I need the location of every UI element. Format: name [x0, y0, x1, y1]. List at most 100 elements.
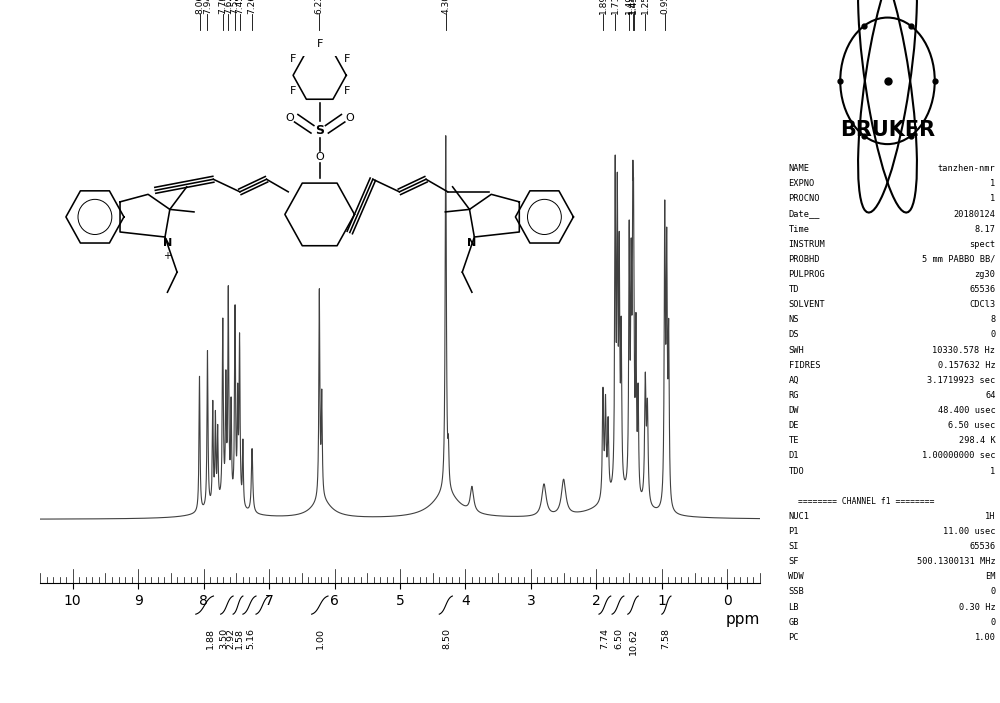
Text: 5.16: 5.16: [246, 628, 255, 650]
Text: 7.74: 7.74: [600, 628, 609, 650]
Text: D1: D1: [788, 451, 799, 460]
Text: 8.50: 8.50: [442, 628, 451, 650]
Text: spect: spect: [969, 240, 996, 249]
Text: DW: DW: [788, 406, 799, 415]
Text: ======== CHANNEL f1 ========: ======== CHANNEL f1 ========: [798, 497, 934, 505]
Text: 8.17: 8.17: [974, 225, 996, 233]
Text: 7.941: 7.941: [203, 0, 212, 14]
Text: RG: RG: [788, 391, 799, 400]
Text: LB: LB: [788, 602, 799, 612]
Text: 7.707: 7.707: [218, 0, 227, 14]
Text: 0: 0: [990, 588, 996, 596]
Text: SWH: SWH: [788, 346, 804, 354]
Text: F: F: [344, 54, 350, 64]
Text: DS: DS: [788, 330, 799, 340]
Text: 1.252: 1.252: [641, 0, 650, 14]
Text: 1.00: 1.00: [316, 628, 325, 650]
Text: NAME: NAME: [788, 165, 810, 173]
Text: PROBHD: PROBHD: [788, 255, 820, 264]
Text: 7.58: 7.58: [661, 628, 670, 650]
Text: 1: 1: [990, 179, 996, 188]
Text: 1H: 1H: [985, 512, 996, 521]
Text: 1.712: 1.712: [611, 0, 620, 14]
Text: 1.899: 1.899: [598, 0, 607, 14]
Text: AQ: AQ: [788, 376, 799, 385]
Text: 1.443: 1.443: [628, 0, 637, 14]
Text: 7.623: 7.623: [224, 0, 233, 14]
Text: SF: SF: [788, 557, 799, 566]
Text: F: F: [316, 39, 323, 49]
Text: 0.955: 0.955: [660, 0, 669, 14]
Text: PC: PC: [788, 633, 799, 642]
Text: 8: 8: [990, 316, 996, 324]
Text: 0: 0: [990, 330, 996, 340]
Text: O: O: [345, 113, 354, 123]
Text: TDO: TDO: [788, 467, 804, 475]
Text: SI: SI: [788, 542, 799, 551]
Text: Time: Time: [788, 225, 810, 233]
Text: 1.58: 1.58: [234, 628, 243, 650]
Text: 0.157632 Hz: 0.157632 Hz: [938, 361, 996, 370]
Text: EM: EM: [985, 572, 996, 581]
Text: 7.451: 7.451: [235, 0, 244, 14]
Text: 6.50: 6.50: [614, 628, 623, 650]
Text: PROCNO: PROCNO: [788, 195, 820, 203]
Text: 4.301: 4.301: [441, 0, 450, 14]
Text: N: N: [163, 238, 172, 248]
Text: WDW: WDW: [788, 572, 804, 581]
Text: 8.063: 8.063: [195, 0, 204, 14]
Text: 1.430: 1.430: [629, 0, 638, 14]
Text: TE: TE: [788, 437, 799, 445]
Text: tanzhen-nmr: tanzhen-nmr: [938, 165, 996, 173]
Text: Date__: Date__: [788, 209, 820, 219]
Text: 1.00000000 sec: 1.00000000 sec: [922, 451, 996, 460]
Text: NS: NS: [788, 316, 799, 324]
Text: 5 mm PABBO BB/: 5 mm PABBO BB/: [922, 255, 996, 264]
Text: F: F: [289, 54, 296, 64]
Text: S: S: [315, 124, 324, 137]
Text: O: O: [315, 152, 324, 162]
Text: 6.232: 6.232: [315, 0, 324, 14]
Text: F: F: [289, 86, 296, 96]
Text: 11.00 usec: 11.00 usec: [943, 527, 996, 536]
Text: 1: 1: [990, 195, 996, 203]
Text: 1.00: 1.00: [974, 633, 996, 642]
Text: 6.50 usec: 6.50 usec: [948, 421, 996, 430]
Text: 1.498: 1.498: [625, 0, 634, 14]
Text: 48.400 usec: 48.400 usec: [938, 406, 996, 415]
Text: 298.4 K: 298.4 K: [959, 437, 996, 445]
Text: 3.50: 3.50: [219, 628, 228, 650]
Text: 0.30 Hz: 0.30 Hz: [959, 602, 996, 612]
Text: 20180124: 20180124: [954, 209, 996, 219]
Text: 7.260: 7.260: [248, 0, 257, 14]
Text: 1.88: 1.88: [206, 628, 215, 650]
Text: BRUKER: BRUKER: [840, 120, 935, 140]
Text: FIDRES: FIDRES: [788, 361, 820, 370]
Text: SOLVENT: SOLVENT: [788, 300, 825, 309]
Text: N: N: [467, 238, 477, 248]
Text: O: O: [285, 113, 294, 123]
Text: SSB: SSB: [788, 588, 804, 596]
Text: 1: 1: [990, 467, 996, 475]
Text: 64: 64: [985, 391, 996, 400]
Text: PULPROG: PULPROG: [788, 270, 825, 279]
Text: P1: P1: [788, 527, 799, 536]
Text: GB: GB: [788, 618, 799, 626]
Text: 10330.578 Hz: 10330.578 Hz: [932, 346, 996, 354]
Text: NUC1: NUC1: [788, 512, 810, 521]
Text: 3.1719923 sec: 3.1719923 sec: [927, 376, 996, 385]
Text: ppm: ppm: [726, 612, 760, 628]
Text: 65536: 65536: [969, 285, 996, 294]
Text: TD: TD: [788, 285, 799, 294]
Text: EXPNO: EXPNO: [788, 179, 815, 188]
Text: CDCl3: CDCl3: [969, 300, 996, 309]
Text: INSTRUM: INSTRUM: [788, 240, 825, 249]
Text: zg30: zg30: [974, 270, 996, 279]
Text: 10.62: 10.62: [629, 628, 638, 655]
Text: 2.92: 2.92: [227, 628, 236, 650]
Text: +: +: [163, 251, 171, 261]
Text: F: F: [344, 86, 350, 96]
Text: 0: 0: [990, 618, 996, 626]
Text: 7.520: 7.520: [231, 0, 240, 14]
Text: DE: DE: [788, 421, 799, 430]
